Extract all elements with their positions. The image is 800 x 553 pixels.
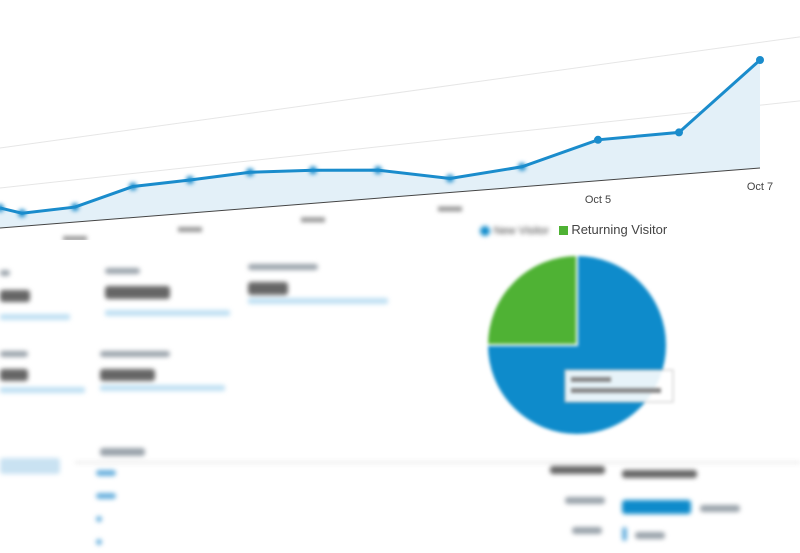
data-point[interactable] — [675, 128, 683, 137]
data-point[interactable] — [374, 166, 382, 175]
x-tick-label-blurred — [438, 206, 462, 212]
data-point[interactable] — [309, 166, 317, 175]
data-point[interactable] — [446, 174, 454, 183]
x-tick-label: Oct 7 — [747, 181, 773, 193]
pie-legend: New Visitor Returning Visitor — [480, 222, 667, 237]
legend-label: Returning Visitor — [571, 222, 668, 237]
x-tick-label: Oct 5 — [585, 194, 611, 206]
gridline — [0, 36, 800, 149]
chart-gridlines — [0, 36, 800, 189]
data-point[interactable] — [518, 162, 526, 171]
data-point[interactable] — [756, 56, 764, 64]
gridline — [0, 100, 800, 189]
data-point[interactable] — [18, 209, 26, 218]
data-point[interactable] — [594, 135, 602, 144]
x-axis — [0, 167, 761, 229]
data-point[interactable] — [186, 176, 194, 184]
data-point[interactable] — [246, 168, 254, 177]
data-point[interactable] — [129, 182, 137, 191]
x-tick-label-blurred — [178, 227, 202, 232]
percent-bar — [622, 527, 627, 541]
sessions-line-chart: Oct 5 Oct 7 — [0, 36, 800, 240]
data-point[interactable] — [71, 203, 79, 212]
data-point[interactable] — [0, 204, 4, 212]
new-visitor-swatch — [480, 225, 490, 236]
chart-area-fill — [0, 60, 760, 228]
returning-visitor-swatch — [558, 226, 568, 236]
legend-item-returning-visitor[interactable]: Returning Visitor — [558, 222, 668, 237]
x-tick-label-blurred — [301, 217, 325, 223]
pie-slice[interactable] — [485, 253, 578, 346]
legend-item-new-visitor[interactable]: New Visitor — [480, 222, 549, 237]
percent-bar — [622, 500, 691, 514]
pie-tooltip — [564, 369, 674, 403]
visitor-pie-chart — [485, 253, 674, 436]
x-tick-label-blurred — [63, 236, 87, 240]
legend-label: New Visitor — [493, 225, 550, 237]
